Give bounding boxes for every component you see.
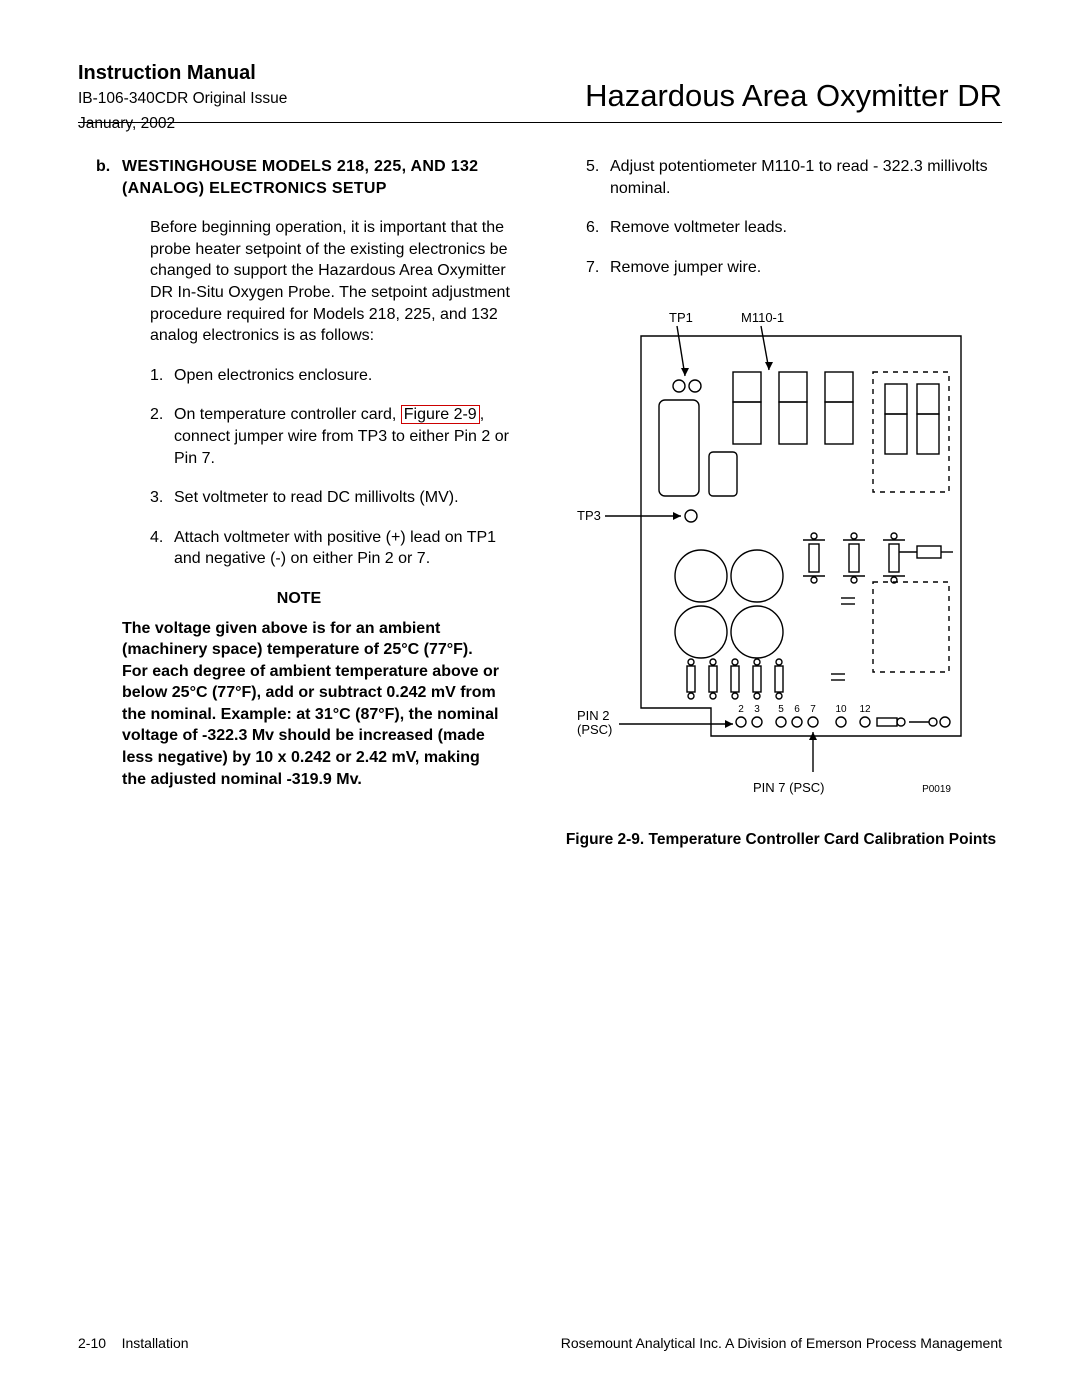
- step-text: Remove voltmeter leads.: [610, 217, 1002, 239]
- svg-text:(PSC): (PSC): [577, 722, 612, 737]
- svg-text:TP3: TP3: [577, 508, 601, 523]
- steps-list-left: 1.Open electronics enclosure.2.On temper…: [150, 365, 520, 570]
- doc-id: IB-106-340CDR Original Issue: [78, 89, 287, 110]
- svg-text:P0019: P0019: [922, 784, 951, 795]
- header-rule: [78, 122, 1002, 123]
- svg-text:3: 3: [754, 704, 760, 715]
- footer-right: Rosemount Analytical Inc. A Division of …: [561, 1335, 1002, 1351]
- note-body: The voltage given above is for an ambien…: [122, 618, 502, 791]
- svg-text:12: 12: [859, 704, 871, 715]
- figure-2-9: TP1 M110-1 TP3 23 567 10 12 PIN 2(PSC) PIN 7 (PS…: [571, 296, 991, 816]
- step-number: 7.: [586, 257, 610, 279]
- content-columns: b. WESTINGHOUSE MODELS 218, 225, AND 132…: [78, 156, 1002, 851]
- section-intro: Before beginning operation, it is import…: [150, 217, 520, 347]
- footer-left: 2-10 Installation: [78, 1335, 189, 1351]
- header-left: Instruction Manual IB-106-340CDR Origina…: [78, 62, 287, 135]
- page-number: 2-10: [78, 1335, 106, 1351]
- step-number: 3.: [150, 487, 174, 509]
- footer: 2-10 Installation Rosemount Analytical I…: [78, 1335, 1002, 1351]
- svg-text:10: 10: [835, 704, 847, 715]
- doc-date: January, 2002: [78, 114, 287, 135]
- svg-text:5: 5: [778, 704, 784, 715]
- step-item: 6.Remove voltmeter leads.: [586, 217, 1002, 239]
- svg-text:6: 6: [794, 704, 800, 715]
- page: Instruction Manual IB-106-340CDR Origina…: [0, 0, 1080, 1397]
- svg-text:M110-1: M110-1: [741, 310, 784, 325]
- step-number: 2.: [150, 404, 174, 469]
- step-number: 6.: [586, 217, 610, 239]
- step-text: Open electronics enclosure.: [174, 365, 520, 387]
- step-text: Remove jumper wire.: [610, 257, 1002, 279]
- step-item: 5.Adjust potentiometer M110-1 to read - …: [586, 156, 1002, 199]
- step-item: 1.Open electronics enclosure.: [150, 365, 520, 387]
- step-item: 7.Remove jumper wire.: [586, 257, 1002, 279]
- section-bullet: b.: [78, 156, 122, 199]
- note-heading: NOTE: [78, 588, 520, 610]
- step-number: 1.: [150, 365, 174, 387]
- figure-caption: Figure 2-9. Temperature Controller Card …: [560, 830, 1002, 851]
- steps-list-right: 5.Adjust potentiometer M110-1 to read - …: [586, 156, 1002, 278]
- svg-text:PIN 7 (PSC): PIN 7 (PSC): [753, 780, 825, 795]
- section-heading: b. WESTINGHOUSE MODELS 218, 225, AND 132…: [78, 156, 520, 199]
- left-column: b. WESTINGHOUSE MODELS 218, 225, AND 132…: [78, 156, 520, 851]
- step-item: 2.On temperature controller card, Figure…: [150, 404, 520, 469]
- figure-wrap: TP1 M110-1 TP3 23 567 10 12 PIN 2(PSC) PIN 7 (PS…: [560, 296, 1002, 816]
- step-number: 5.: [586, 156, 610, 199]
- step-text: Attach voltmeter with positive (+) lead …: [174, 527, 520, 570]
- svg-text:2: 2: [738, 704, 744, 715]
- footer-section: Installation: [122, 1335, 189, 1351]
- section-title: WESTINGHOUSE MODELS 218, 225, AND 132 (A…: [122, 156, 520, 199]
- figure-reference-link[interactable]: Figure 2-9: [401, 405, 480, 424]
- step-text: Set voltmeter to read DC millivolts (MV)…: [174, 487, 520, 509]
- right-column: 5.Adjust potentiometer M110-1 to read - …: [560, 156, 1002, 851]
- step-text: Adjust potentiometer M110-1 to read - 32…: [610, 156, 1002, 199]
- step-item: 3.Set voltmeter to read DC millivolts (M…: [150, 487, 520, 509]
- step-number: 4.: [150, 527, 174, 570]
- product-title: Hazardous Area Oxymitter DR: [585, 78, 1002, 114]
- step-text: On temperature controller card, Figure 2…: [174, 404, 520, 469]
- svg-text:PIN 2: PIN 2: [577, 708, 610, 723]
- manual-title: Instruction Manual: [78, 62, 287, 85]
- step-item: 4.Attach voltmeter with positive (+) lea…: [150, 527, 520, 570]
- svg-text:7: 7: [810, 704, 816, 715]
- svg-text:TP1: TP1: [669, 310, 693, 325]
